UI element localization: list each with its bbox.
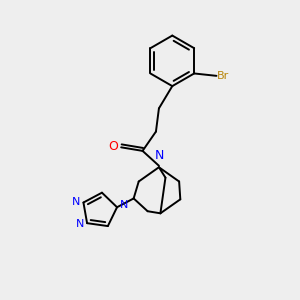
Text: N: N	[119, 200, 128, 211]
Text: O: O	[108, 140, 118, 153]
Text: N: N	[155, 149, 164, 162]
Text: N: N	[72, 196, 80, 207]
Text: Br: Br	[218, 71, 230, 81]
Text: N: N	[76, 219, 85, 229]
